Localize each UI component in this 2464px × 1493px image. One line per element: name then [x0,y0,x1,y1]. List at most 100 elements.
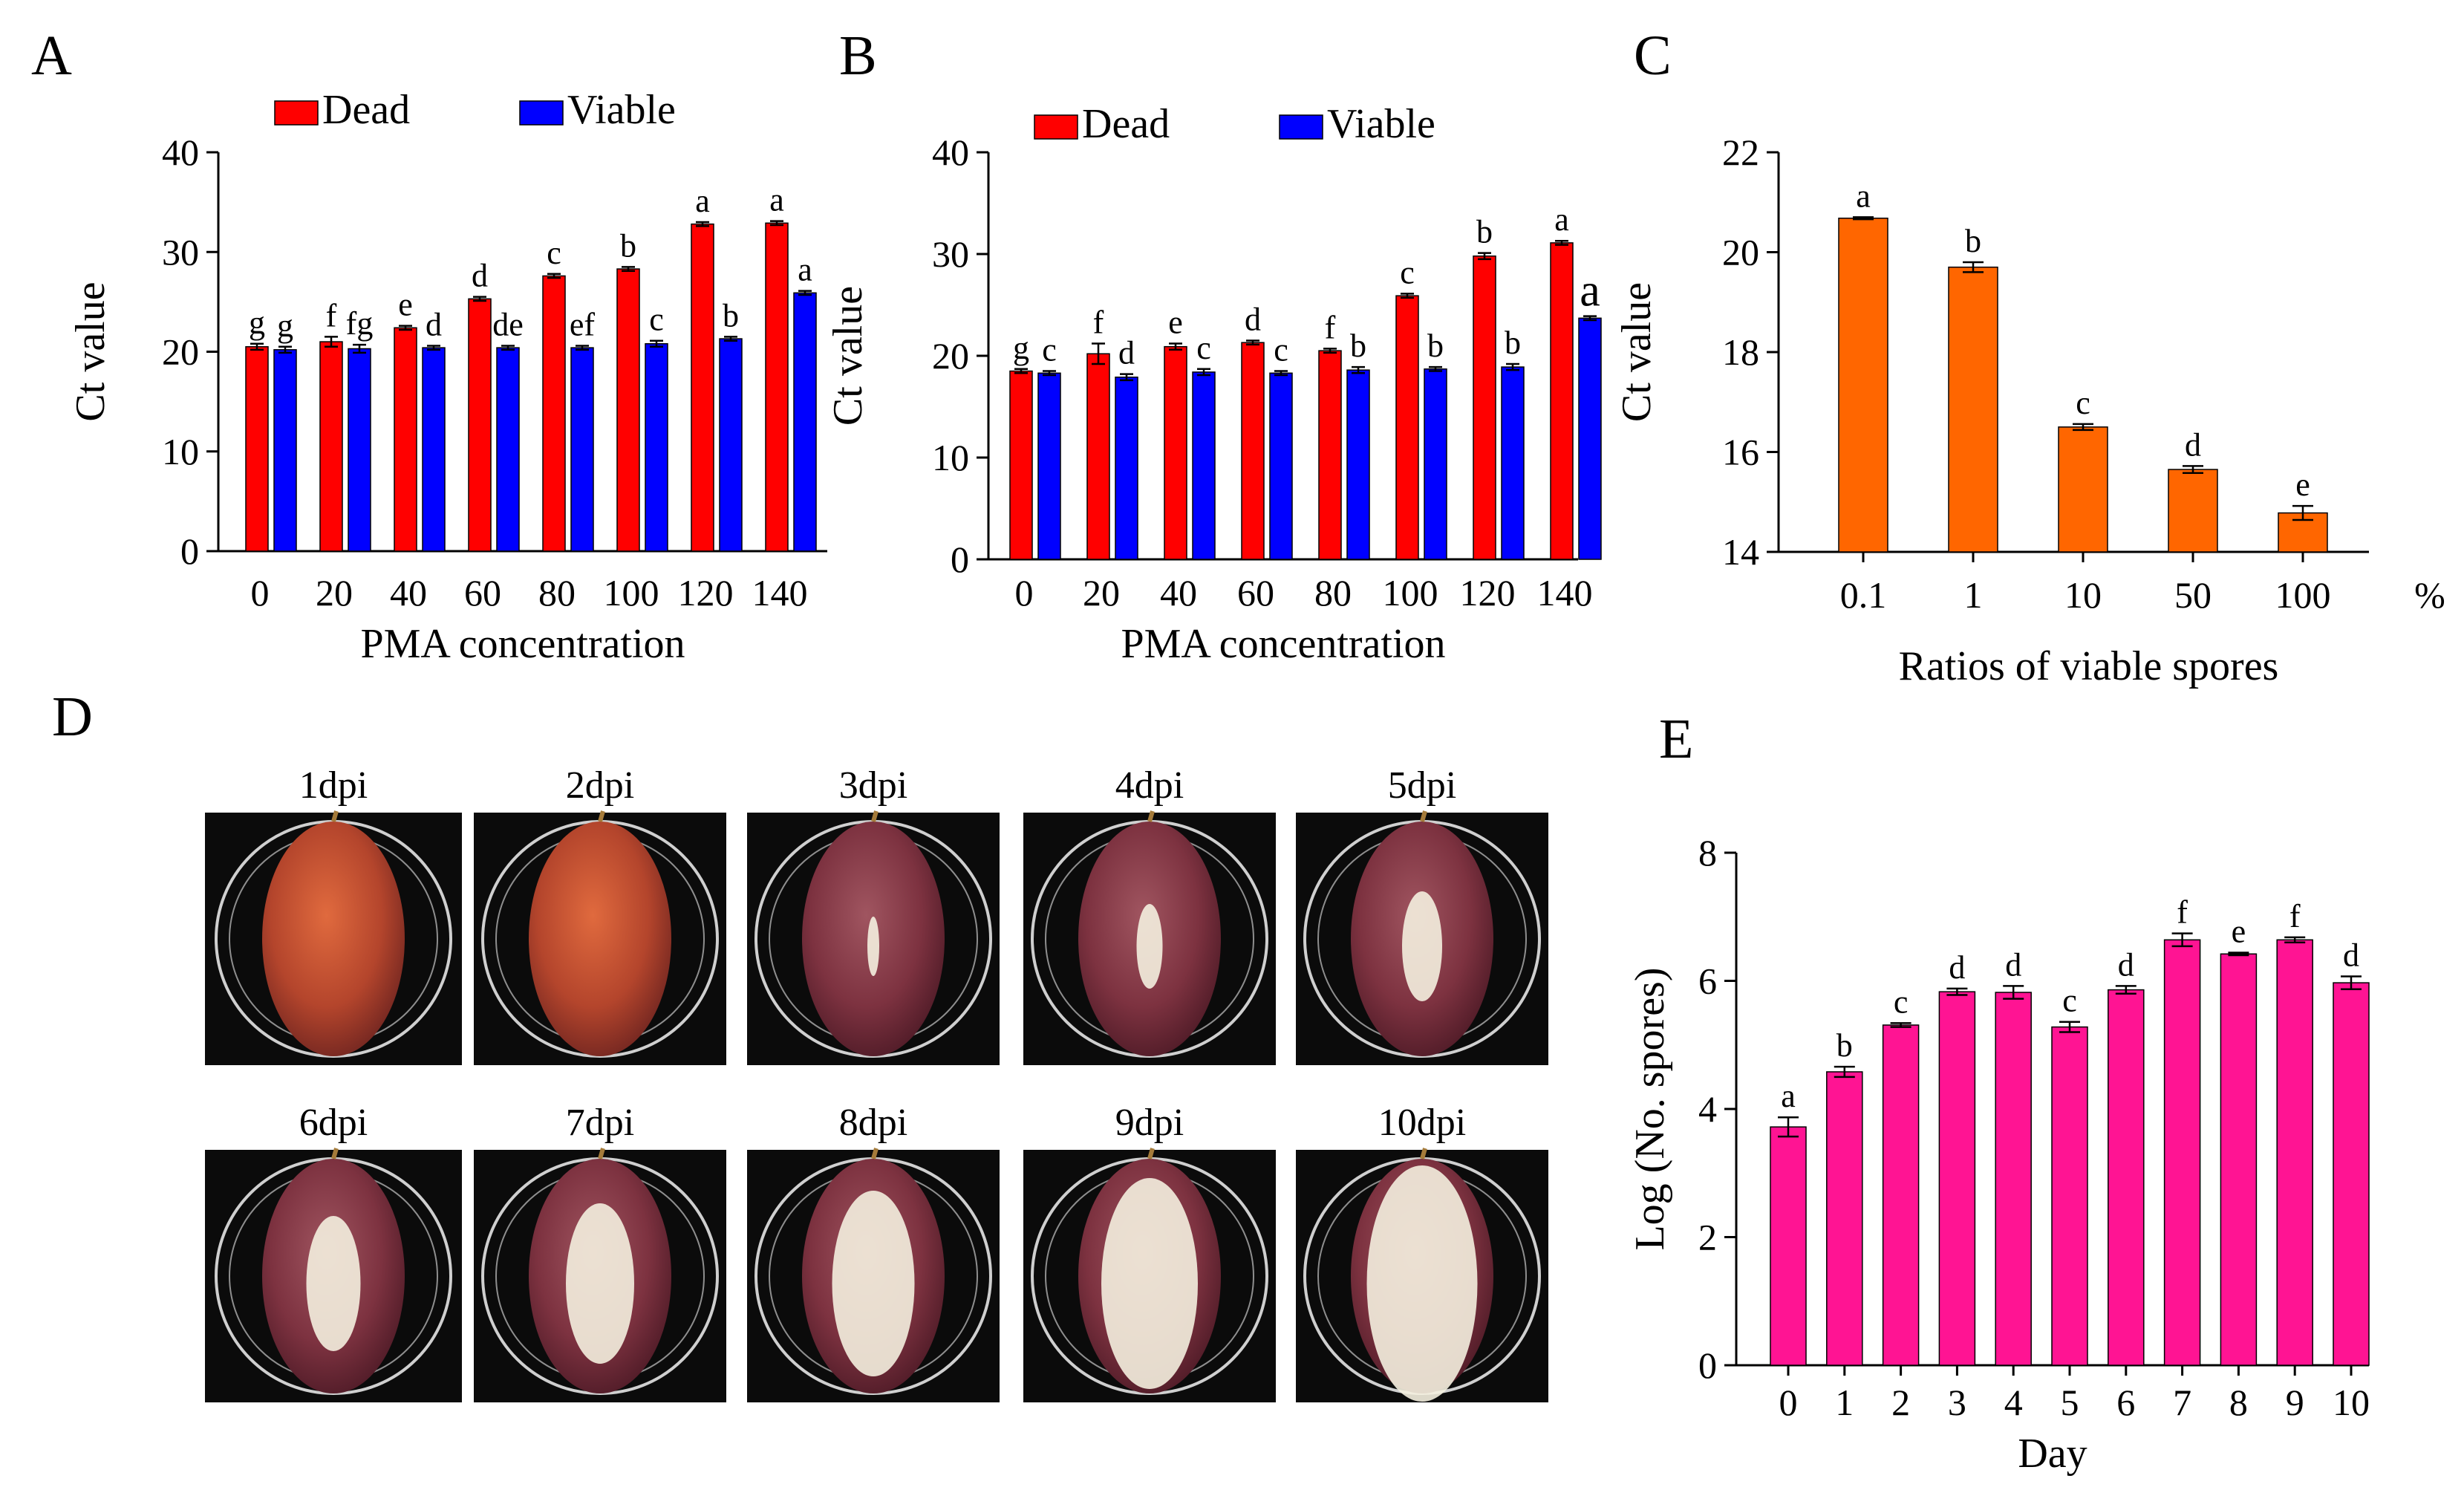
significance-label: b [1965,223,1981,259]
bar [719,338,743,552]
y-tick-label: 22 [1722,131,1759,173]
legend-swatch [519,100,564,126]
bar [691,223,714,552]
y-tick-label: 4 [1698,1088,1717,1130]
x-tick-label: 2 [1891,1382,1910,1423]
bar [273,349,297,552]
y-tick-label: 0 [180,530,199,572]
grape-stem [1147,810,1155,822]
bar [2333,982,2370,1366]
significance-label: b [1427,328,1444,364]
y-tick-label: 18 [1722,331,1759,373]
x-tick-label: 10 [2064,574,2102,616]
legend-label: Dead [1082,101,1170,147]
significance-label: g [249,305,265,341]
significance-label: a [1554,201,1569,238]
significance-label: de [492,306,524,342]
x-tick-label: 1 [1964,574,1983,616]
x-axis-label: Ratios of viable spores [1899,643,2279,689]
x-tick-label: 120 [678,572,734,614]
significance-label: f [2289,898,2301,934]
x-axis-label: PMA concentration [360,621,685,667]
significance-label: d [1949,949,1965,986]
photo-label: 4dpi [1115,764,1184,807]
bar [496,347,520,552]
significance-label: c [1196,330,1211,366]
grape-stem [1420,1148,1427,1159]
significance-label: a [695,183,710,219]
bar [1115,377,1138,560]
photo: 8dpi [747,1102,1000,1402]
legend-label: Viable [1327,101,1435,147]
x-tick-label: 0 [251,572,270,614]
bar [645,343,668,552]
x-tick-label: 100 [604,572,659,614]
x-tick-label: 10 [2333,1382,2370,1423]
bar [1318,350,1342,560]
panel-letter: D [52,686,93,748]
significance-label: f [1325,309,1336,345]
significance-label: b [1505,325,1521,361]
y-axis-label: Ct value [1614,282,1660,422]
bar [1346,369,1370,560]
bar [793,292,817,552]
bar [1838,218,1888,553]
significance-label: g [277,308,293,344]
significance-label: e [2232,914,2246,950]
mold-growth [566,1203,634,1364]
x-tick-label: 4 [2004,1382,2023,1423]
significance-label: d [426,306,442,342]
x-tick-label: 0.1 [1840,574,1887,616]
significance-label: a [798,252,812,288]
bar [1395,295,1419,560]
significance-label: f [2177,894,2188,931]
significance-label: d [1118,335,1135,371]
significance-label: b [1836,1027,1853,1064]
photo-label: 2dpi [566,764,634,807]
photo-label: 8dpi [839,1102,907,1144]
mold-growth [1101,1178,1198,1389]
bar [1995,992,2032,1366]
photo: 2dpi [474,764,726,1065]
bar [1473,255,1496,560]
bar [616,268,640,552]
x-tick-label: 60 [464,572,501,614]
grape-stem [331,1148,339,1159]
significance-label: a [1856,178,1871,214]
bar [1501,366,1525,560]
y-axis-label: Ct value [825,286,871,426]
bar [468,298,492,552]
bar [1550,242,1574,560]
bar [542,275,566,552]
x-axis-label: Day [2018,1431,2087,1477]
x-tick-label: 60 [1237,572,1274,614]
photo: 10dpi [1296,1102,1548,1402]
grape-stem [1147,1148,1155,1159]
significance-label: f [326,297,337,334]
grape [529,822,671,1056]
bar [245,346,269,552]
grape [262,822,405,1056]
mold-growth [306,1216,361,1351]
photo: 9dpi [1023,1102,1276,1402]
significance-label: d [2343,937,2359,973]
significance-label: c [1274,332,1288,368]
significance-label: b [1350,328,1366,364]
significance-label: ef [570,306,596,342]
y-tick-label: 0 [951,539,969,580]
bar [1948,266,1998,553]
significance-label: g [1013,330,1029,366]
significance-label: d [2118,946,2134,983]
significance-label: c [547,235,561,271]
bar [319,341,343,552]
significance-label: c [2062,983,2077,1019]
bar [1826,1071,1863,1366]
significance-label: d [1245,301,1261,337]
x-tick-label: 80 [538,572,576,614]
bar [348,348,371,552]
bar [2276,939,2313,1366]
photo-label: 6dpi [299,1102,368,1144]
photo: 1dpi [205,764,462,1065]
x-axis-label: PMA concentration [1121,621,1445,667]
